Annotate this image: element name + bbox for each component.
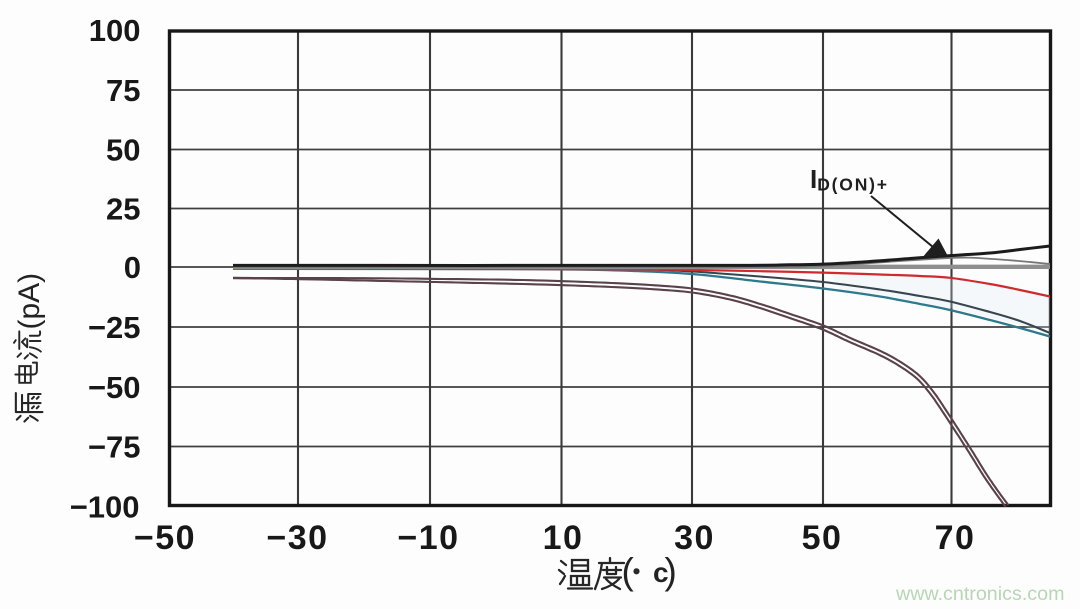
svg-text:0: 0 — [124, 250, 141, 285]
svg-text:30: 30 — [674, 519, 715, 557]
svg-text:−25: −25 — [88, 310, 141, 345]
svg-text:25: 25 — [106, 192, 140, 227]
svg-text:−100: −100 — [70, 490, 140, 525]
svg-text:−75: −75 — [88, 430, 141, 465]
svg-text:(pA): (pA) — [13, 273, 46, 330]
svg-text:10: 10 — [543, 519, 584, 557]
svg-text:www.cntronics.com: www.cntronics.com — [895, 583, 1064, 605]
svg-text:−30: −30 — [266, 519, 328, 557]
svg-text:50: 50 — [106, 133, 140, 168]
svg-text:−50: −50 — [134, 519, 196, 557]
svg-text:−10: −10 — [397, 519, 459, 557]
svg-text:100: 100 — [89, 13, 141, 48]
svg-text:): ) — [665, 551, 677, 592]
svg-text:−50: −50 — [88, 370, 141, 405]
svg-text:75: 75 — [106, 73, 140, 108]
svg-text:50: 50 — [802, 519, 843, 557]
svg-text:70: 70 — [935, 519, 976, 557]
svg-text:(: ( — [622, 551, 635, 592]
svg-text:c: c — [653, 557, 669, 588]
